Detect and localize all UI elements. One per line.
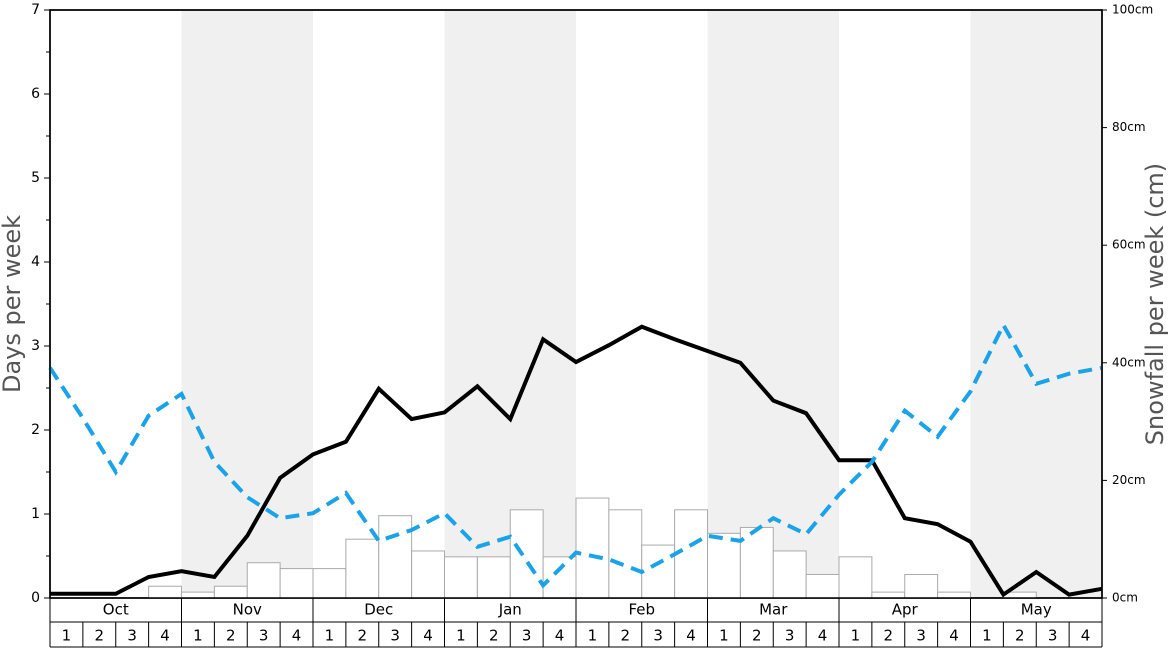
snowfall-bar [345, 538, 380, 599]
week-label: 1 [982, 627, 992, 645]
week-label: 4 [686, 627, 696, 645]
month-shade [444, 10, 576, 598]
week-label: 3 [916, 627, 926, 645]
week-label: 3 [390, 627, 400, 645]
week-label: 2 [95, 627, 105, 645]
snowfall-bar [279, 568, 314, 599]
month-label: Oct [103, 601, 129, 619]
week-label: 1 [62, 627, 72, 645]
month-label: Dec [364, 601, 393, 619]
week-label: 4 [423, 627, 433, 645]
y2-tick-label: 60cm [1112, 238, 1146, 252]
snowfall-bar [312, 568, 347, 599]
week-label: 2 [489, 627, 499, 645]
snowfall-bar [246, 562, 281, 599]
week-label: 2 [752, 627, 762, 645]
week-label: 3 [1048, 627, 1058, 645]
y-tick-label: 3 [31, 338, 40, 354]
week-label: 3 [785, 627, 795, 645]
month-label: Nov [233, 601, 262, 619]
week-label: 2 [884, 627, 894, 645]
snowfall-bar [542, 556, 577, 599]
week-label: 3 [259, 627, 269, 645]
snowfall-bar [674, 509, 708, 599]
y2-tick-label: 80cm [1112, 120, 1146, 134]
week-label: 2 [621, 627, 631, 645]
snowfall-bar [476, 556, 511, 599]
month-shade [707, 10, 839, 598]
y2-tick-label: 20cm [1112, 473, 1146, 487]
snowfall-bar [904, 573, 939, 599]
week-label: 4 [292, 627, 302, 645]
week-label: 2 [358, 627, 368, 645]
snowfall-bar [509, 509, 544, 599]
month-label: Mar [759, 601, 788, 619]
week-label: 4 [818, 627, 828, 645]
week-label: 4 [949, 627, 959, 645]
week-label: 3 [127, 627, 137, 645]
y-tick-label: 4 [31, 254, 40, 270]
snowfall-bar [805, 573, 840, 599]
month-label: Apr [892, 601, 919, 619]
y-axis-label: Days per week [0, 215, 26, 393]
month-shade [181, 10, 313, 598]
week-label: 1 [588, 627, 598, 645]
month-label: Jan [498, 601, 522, 619]
snowfall-bar [181, 591, 215, 599]
snowfall-bar [213, 585, 248, 599]
month-shade [970, 10, 1102, 598]
series-line [50, 324, 1103, 598]
snowfall-bar [641, 544, 676, 599]
y-tick-label: 2 [31, 422, 40, 438]
month-label: Feb [628, 601, 655, 619]
snowfall-bar [411, 550, 445, 599]
week-label: 1 [851, 627, 861, 645]
snowfall-bar [772, 550, 807, 599]
y-tick-label: 6 [31, 86, 40, 102]
week-label: 1 [456, 627, 466, 645]
week-label: 1 [193, 627, 203, 645]
week-label: 4 [555, 627, 565, 645]
month-label: May [1021, 601, 1052, 619]
y2-tick-label: 40cm [1112, 355, 1146, 369]
week-label: 2 [1015, 627, 1025, 645]
week-label: 2 [226, 627, 236, 645]
y-tick-label: 1 [31, 506, 40, 522]
snowfall-bar [148, 585, 182, 599]
snowfall-bar [871, 591, 906, 599]
week-label: 1 [719, 627, 729, 645]
week-label: 4 [160, 627, 170, 645]
snowfall-bar [707, 532, 741, 599]
y2-tick-label: 100cm [1112, 3, 1153, 17]
week-label: 3 [522, 627, 532, 645]
snowfall-bar [739, 526, 774, 599]
y-tick-label: 0 [31, 590, 40, 606]
snowfall-bar [575, 497, 610, 599]
y2-axis-label: Snowfall per week (cm) [1141, 163, 1168, 445]
y-tick-label: 7 [31, 2, 40, 18]
week-label: 3 [653, 627, 663, 645]
snowfall-bar [444, 556, 478, 599]
week-label: 4 [1081, 627, 1091, 645]
snowfall-bar [838, 556, 873, 599]
snowfall-bar [608, 509, 643, 599]
snowfall-bar [378, 515, 413, 599]
y2-tick-label: 0cm [1112, 591, 1138, 605]
y-tick-label: 5 [31, 170, 40, 186]
week-label: 1 [325, 627, 335, 645]
snowfall-bar [937, 591, 971, 599]
series-line [48, 320, 1103, 589]
